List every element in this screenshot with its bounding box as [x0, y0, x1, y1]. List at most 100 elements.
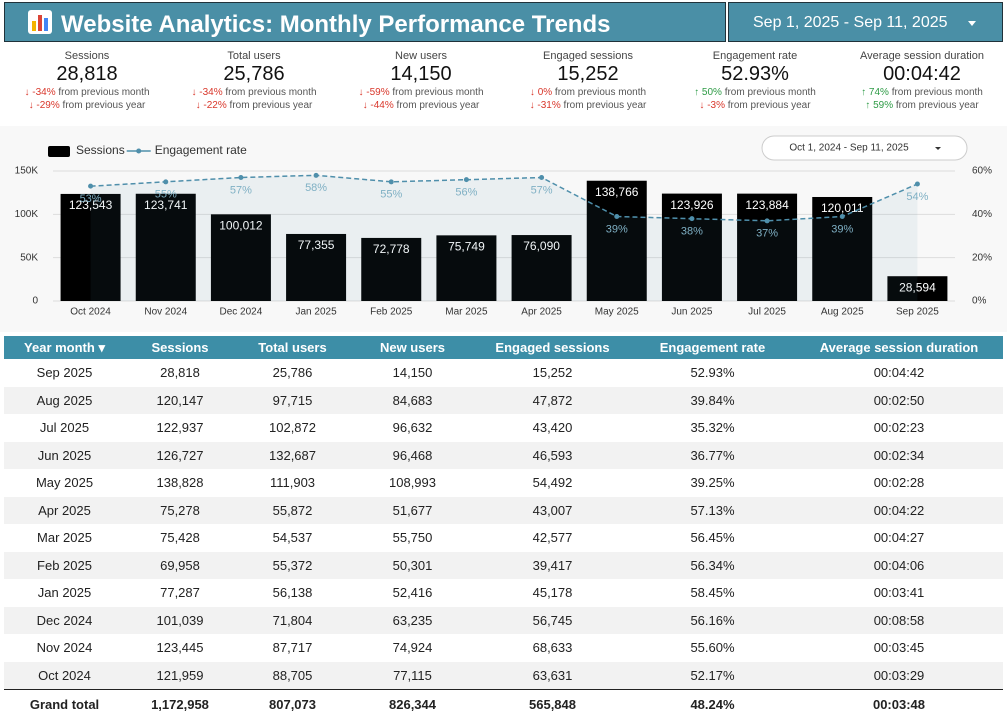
table-cell: 71,804	[235, 606, 350, 634]
bar-label: 123,543	[69, 198, 113, 212]
y-tick-label: 0	[32, 296, 38, 307]
table-cell: 56.16%	[630, 606, 795, 634]
table-cell: 56,138	[272, 585, 313, 601]
kpi-label: Average session duration	[860, 50, 984, 62]
kpi-label: New users	[395, 50, 447, 62]
kpi-value: 15,252	[557, 63, 619, 85]
table-cell: 102,872	[269, 420, 316, 436]
table-row: Dec 2024 101,039 71,804 63,235 56,745 56.16% 0…	[4, 606, 1003, 634]
column-header: Year month ▾	[4, 336, 125, 359]
table-cell: 74,924	[392, 640, 433, 656]
table-cell: 00:08:58	[795, 606, 1003, 634]
table-cell: 55,750	[392, 530, 433, 546]
sort-icon[interactable]: ▾	[94, 339, 105, 355]
total-row: Grand total 1,172,958 807,073 826,344 565,84…	[4, 689, 1003, 718]
column-header: New users	[350, 336, 475, 359]
table-cell: 52.17%	[630, 661, 795, 690]
kpi-change: ↓ -22% from previous year	[171, 99, 337, 112]
table-cell: 52,416	[392, 585, 433, 601]
table-row: Oct 2024 121,959 88,705 77,115 63,631 52.17% 0…	[4, 661, 1003, 690]
x-tick-label: Aug 2025	[821, 307, 864, 318]
line-label: 53%	[80, 193, 102, 205]
line-point	[764, 218, 770, 224]
table-cell: 56.45%	[690, 530, 735, 546]
table-cell: 132,687	[235, 441, 350, 469]
total-cell: 826,344	[350, 689, 475, 718]
kpi-value: 00:04:42	[883, 63, 961, 85]
bar	[361, 237, 422, 301]
line-label: 39%	[831, 223, 853, 235]
line-point	[614, 214, 620, 219]
table-cell: 55.60%	[690, 640, 735, 656]
dropdown-arrow	[935, 147, 941, 150]
table-cell: 69,958	[125, 551, 235, 579]
date-picker[interactable]: Sep 1, 2025 - Sep 11, 2025	[728, 2, 1003, 42]
bar-label: 77,355	[298, 238, 335, 252]
trend-arrow: ↓	[28, 100, 37, 111]
table-cell: 58.45%	[690, 585, 735, 601]
change-text: from previous month	[58, 87, 150, 98]
kpi-label: Sessions	[64, 50, 110, 62]
change-value: 0%	[537, 87, 553, 98]
column-header: Average session duration	[795, 336, 1003, 359]
change-value: 50%	[701, 87, 722, 98]
table-cell: Mar 2025	[37, 530, 92, 546]
total-cell: Grand total	[4, 689, 125, 718]
trend-arrow: ↑	[861, 87, 869, 98]
table-cell: 42,577	[532, 530, 573, 546]
change-text: from previous month	[891, 87, 983, 98]
table-cell: 63,235	[350, 606, 475, 634]
bar-label: 76,090	[523, 239, 560, 253]
table-cell: 52.93%	[690, 365, 735, 381]
chart-date-range: Oct 1, 2024 - Sep 11, 2025	[789, 143, 909, 154]
total-cell: 807,073	[235, 689, 350, 718]
table-cell: 57.13%	[630, 496, 795, 524]
change-value: -22%	[203, 100, 227, 111]
table-cell: 84,683	[350, 386, 475, 414]
table-cell: 88,705	[235, 661, 350, 690]
table-cell: 56.34%	[630, 551, 795, 579]
table-cell: 00:04:27	[873, 530, 925, 546]
chart-date-picker[interactable]	[761, 135, 968, 161]
trend-arrow: ↓	[699, 100, 708, 111]
column-header: Engaged sessions	[475, 336, 630, 359]
x-tick-label: Jan 2025	[296, 307, 338, 318]
change-value: -29%	[36, 100, 60, 111]
kpi-card: New users 14,150 ↓ -59% from previous mont…	[338, 50, 504, 112]
table-cell: 63,631	[475, 661, 630, 690]
table-cell: 96,468	[350, 441, 475, 469]
dropdown-arrow	[968, 21, 976, 26]
bar	[286, 233, 347, 301]
bar	[60, 193, 121, 301]
change-text: from previous month	[392, 87, 484, 98]
line-label: 58%	[305, 182, 327, 194]
date-range: Sep 1, 2025 - Sep 11, 2025	[753, 14, 948, 31]
change-value: 74%	[868, 87, 889, 98]
table-cell: 51,677	[350, 496, 475, 524]
table-cell: 56,745	[475, 606, 630, 634]
column-header-text: Year month	[24, 339, 95, 355]
kpi-card: Engaged sessions 15,252 ↓ 0% from previous…	[505, 50, 671, 112]
table-cell: 25,786	[272, 365, 313, 381]
line-point	[463, 177, 469, 183]
table-cell: 55,872	[235, 496, 350, 524]
bar	[135, 193, 196, 301]
table-cell: 00:02:34	[795, 441, 1003, 469]
y2-tick-label: 0%	[972, 296, 987, 307]
table-cell: Nov 2024	[36, 640, 93, 656]
table-cell: Oct 2024	[4, 661, 125, 690]
y2-tick-label: 60%	[972, 166, 992, 177]
column-header-text: Engagement rate	[659, 340, 766, 355]
trend-arrow: ↓	[195, 100, 204, 111]
bar-label: 75,749	[448, 240, 485, 254]
kpi-change: ↓ -34% from previous month	[4, 86, 170, 99]
title: Website Analytics: Monthly Performance T…	[61, 11, 611, 38]
table-cell: Sep 2025	[36, 365, 93, 381]
change-value: -31%	[537, 100, 561, 111]
table-cell: 97,715	[235, 386, 350, 414]
bar	[887, 276, 948, 301]
total-cell: 48.24%	[630, 689, 795, 718]
legend-label: Engagement rate	[155, 143, 247, 157]
bar-label: 123,884	[745, 198, 789, 212]
change-text: from previous year	[62, 100, 146, 111]
